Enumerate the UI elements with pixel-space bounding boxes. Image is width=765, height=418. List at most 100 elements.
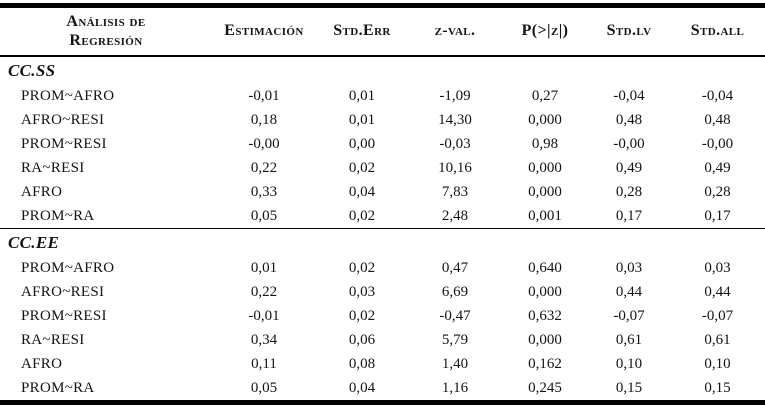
cell-value: 14,30 bbox=[438, 111, 472, 128]
cell-value: 0,10 bbox=[615, 355, 643, 372]
table-row: PROM~AFRO 0,01 0,02 0,47 0,640 0,03 0,03 bbox=[0, 256, 765, 280]
cell-value: 0,02 bbox=[348, 307, 376, 324]
cell-value: 6,69 bbox=[441, 283, 469, 300]
table-row: AFRO~RESI 0,22 0,03 6,69 0,000 0,44 0,44 bbox=[0, 280, 765, 304]
header-std-err: Std.Err bbox=[333, 22, 391, 39]
cell-value: 7,83 bbox=[441, 183, 469, 200]
cell-value: 0,22 bbox=[250, 159, 278, 176]
cell-value: 0,000 bbox=[528, 283, 562, 300]
cell-value: 0,49 bbox=[615, 159, 643, 176]
cell-value: 0,10 bbox=[704, 355, 731, 372]
table-row: RA~RESI 0,34 0,06 5,79 0,000 0,61 0,61 bbox=[0, 328, 765, 352]
regression-table: Análisis de Regresión Estimación Std.Err… bbox=[0, 8, 765, 400]
cell-value: -1,09 bbox=[439, 87, 471, 104]
cell-value: 0,49 bbox=[704, 159, 731, 176]
cell-value: 0,000 bbox=[528, 331, 562, 348]
cell-value: -0,00 bbox=[701, 135, 734, 152]
header-z-val: z-val. bbox=[434, 22, 476, 39]
row-label: AFRO~RESI bbox=[21, 283, 105, 300]
cell-value: 5,79 bbox=[441, 331, 469, 348]
cell-value: 0,04 bbox=[348, 183, 376, 200]
cell-value: 0,44 bbox=[704, 283, 731, 300]
regression-table-sheet: Análisis de Regresión Estimación Std.Err… bbox=[0, 3, 765, 405]
cell-value: 0,61 bbox=[704, 331, 731, 348]
cell-value: 0,47 bbox=[441, 259, 469, 276]
cell-value: 2,48 bbox=[441, 207, 469, 224]
section-ccee: CC.EE bbox=[0, 228, 765, 257]
section-label: CC.SS bbox=[8, 60, 56, 80]
row-label: PROM~AFRO bbox=[21, 259, 115, 276]
cell-value: 0,61 bbox=[615, 331, 643, 348]
cell-value: 0,48 bbox=[704, 111, 731, 128]
cell-value: 0,15 bbox=[704, 379, 731, 396]
cell-value: 0,03 bbox=[615, 259, 643, 276]
header-p-value: P(>|z|) bbox=[521, 22, 569, 39]
header-std-all: Std.all bbox=[690, 22, 745, 39]
cell-value: 0,01 bbox=[250, 259, 278, 276]
cell-value: 0,33 bbox=[250, 183, 278, 200]
table-row: PROM~RA 0,05 0,04 1,16 0,245 0,15 0,15 bbox=[0, 376, 765, 400]
cell-value: 0,03 bbox=[704, 259, 731, 276]
cell-value: 0,162 bbox=[528, 355, 562, 372]
cell-value: 0,27 bbox=[531, 87, 559, 104]
cell-value: 0,98 bbox=[531, 135, 559, 152]
header-analysis-line1: Análisis de bbox=[66, 13, 146, 30]
cell-value: 1,40 bbox=[441, 355, 469, 372]
row-label: PROM~RA bbox=[21, 379, 95, 396]
table-row: PROM~RESI -0,00 0,00 -0,03 0,98 -0,00 -0… bbox=[0, 132, 765, 156]
cell-value: 0,17 bbox=[615, 207, 643, 224]
cell-value: 0,05 bbox=[250, 207, 278, 224]
table-row: PROM~RA 0,05 0,02 2,48 0,001 0,17 0,17 bbox=[0, 204, 765, 229]
header-estimacion: Estimación bbox=[224, 22, 304, 39]
cell-value: 0,02 bbox=[348, 159, 376, 176]
cell-value: 0,11 bbox=[251, 355, 277, 372]
cell-value: -0,04 bbox=[701, 87, 734, 104]
cell-value: 0,17 bbox=[704, 207, 731, 224]
table-row: AFRO 0,11 0,08 1,40 0,162 0,10 0,10 bbox=[0, 352, 765, 376]
table-row: PROM~RESI -0,01 0,02 -0,47 0,632 -0,07 -… bbox=[0, 304, 765, 328]
cell-value: 0,02 bbox=[348, 207, 376, 224]
cell-value: 0,22 bbox=[250, 283, 278, 300]
cell-value: -0,03 bbox=[439, 135, 471, 152]
cell-value: 0,000 bbox=[528, 159, 562, 176]
table-row: RA~RESI 0,22 0,02 10,16 0,000 0,49 0,49 bbox=[0, 156, 765, 180]
cell-value: 0,000 bbox=[528, 183, 562, 200]
row-label: PROM~AFRO bbox=[21, 87, 115, 104]
row-label: AFRO~RESI bbox=[21, 111, 105, 128]
table-row: AFRO 0,33 0,04 7,83 0,000 0,28 0,28 bbox=[0, 180, 765, 204]
row-label: AFRO bbox=[21, 355, 63, 372]
row-label: RA~RESI bbox=[21, 159, 85, 176]
table-row: AFRO~RESI 0,18 0,01 14,30 0,000 0,48 0,4… bbox=[0, 108, 765, 132]
cell-value: 0,245 bbox=[528, 379, 562, 396]
row-label: RA~RESI bbox=[21, 331, 85, 348]
section-ccss: CC.SS bbox=[0, 56, 765, 84]
row-label: PROM~RA bbox=[21, 207, 95, 224]
cell-value: 0,000 bbox=[528, 111, 562, 128]
cell-value: 0,001 bbox=[528, 207, 562, 224]
row-label: PROM~RESI bbox=[21, 135, 107, 152]
cell-value: 0,34 bbox=[250, 331, 278, 348]
cell-value: -0,00 bbox=[613, 135, 645, 152]
header-std-lv: Std.lv bbox=[606, 22, 652, 39]
cell-value: 0,03 bbox=[348, 283, 376, 300]
cell-value: 0,01 bbox=[348, 111, 376, 128]
cell-value: 0,05 bbox=[250, 379, 278, 396]
cell-value: 0,44 bbox=[615, 283, 643, 300]
cell-value: 0,18 bbox=[250, 111, 278, 128]
cell-value: 0,00 bbox=[348, 135, 376, 152]
cell-value: -0,07 bbox=[701, 307, 734, 324]
cell-value: -0,01 bbox=[248, 87, 280, 104]
cell-value: 0,06 bbox=[348, 331, 376, 348]
cell-value: 0,15 bbox=[615, 379, 643, 396]
cell-value: 0,04 bbox=[348, 379, 376, 396]
row-label: PROM~RESI bbox=[21, 307, 107, 324]
header-analysis-line2: Regresión bbox=[69, 32, 143, 49]
cell-value: 0,48 bbox=[615, 111, 643, 128]
cell-value: 0,632 bbox=[528, 307, 562, 324]
cell-value: -0,04 bbox=[613, 87, 645, 104]
cell-value: -0,00 bbox=[248, 135, 280, 152]
cell-value: -0,47 bbox=[439, 307, 471, 324]
cell-value: 0,28 bbox=[615, 183, 643, 200]
header-row: Análisis de Regresión Estimación Std.Err… bbox=[0, 8, 765, 56]
cell-value: -0,01 bbox=[248, 307, 280, 324]
